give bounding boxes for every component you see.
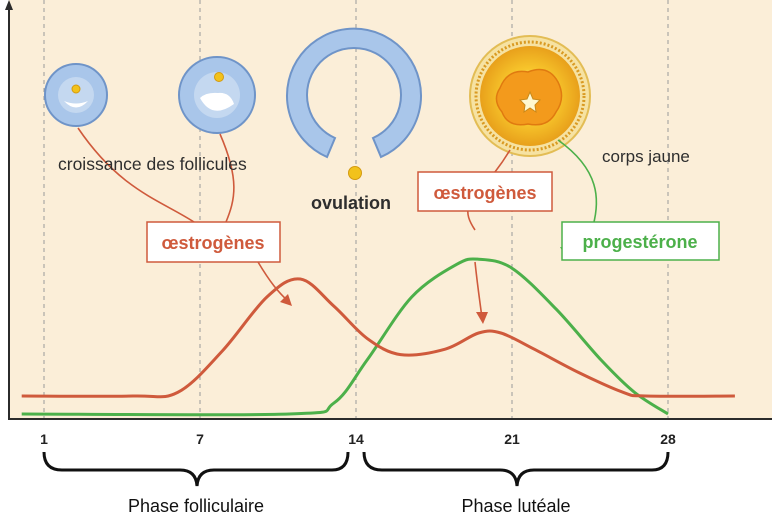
label-ovulation: ovulation [311,193,391,213]
label-follicle-growth: croissance des follicules [58,154,247,174]
arrow-follicle2-to-estrogen [219,133,235,223]
estrogen-curve [21,277,735,399]
tick-label-28: 28 [660,431,676,447]
ruptured-follicle-icon [286,27,422,180]
tick-label-1: 1 [40,431,48,447]
phase-luteal-label: Phase lutéale [461,496,570,516]
estrogen-box-left: œstrogènes [146,221,281,263]
estrogen-box-right: œstrogènes [417,171,553,212]
x-tick-labels: 1 7 14 21 28 [40,431,676,447]
label-corpus-luteum: corps jaune [602,147,690,166]
plot-background [9,0,772,418]
follicle-small-icon [44,63,108,127]
arrowhead-estrogen-left [280,294,292,306]
progesterone-label: progestérone [582,232,697,252]
arrow-follicle1-to-estrogen [77,127,195,223]
follicle-medium-icon [178,56,256,134]
tick-label-14: 14 [348,431,364,447]
tick-label-21: 21 [504,431,520,447]
brace-follicular [42,451,350,487]
tick-label-7: 7 [196,431,204,447]
progesterone-box: progestérone [561,221,720,261]
brace-luteal [362,451,670,487]
arrowhead-estrogen-right [476,312,488,324]
arrow-corpus-to-progesterone [557,139,598,227]
progesterone-curve [21,257,669,417]
estrogen-label-right: œstrogènes [433,183,536,203]
estrogen-label-left: œstrogènes [161,233,264,253]
phase-follicular-label: Phase folliculaire [128,496,264,516]
corpus-luteum-icon [469,35,591,157]
y-axis-arrow [5,0,13,10]
